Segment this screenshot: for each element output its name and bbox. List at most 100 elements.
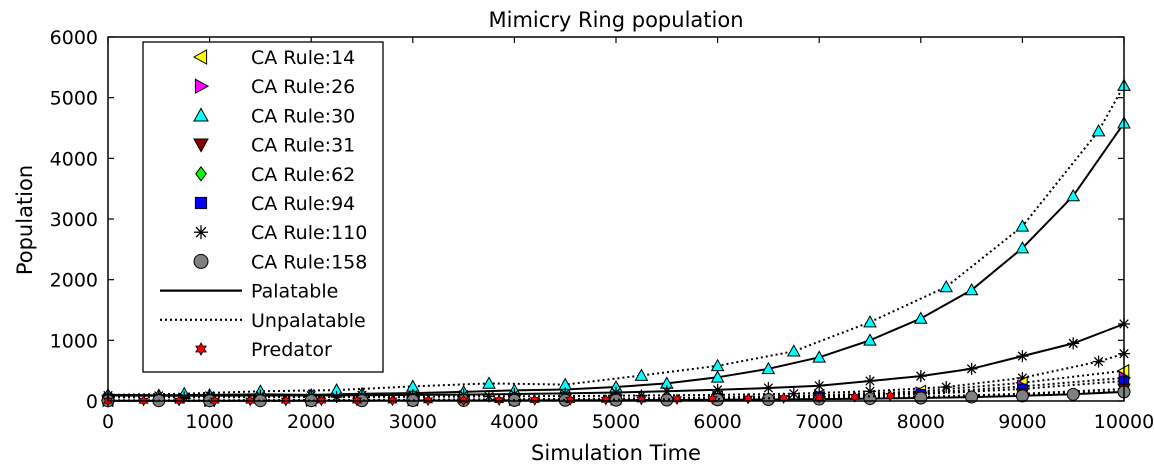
x-tick-label: 0	[102, 411, 114, 433]
marker-asterisk	[787, 387, 800, 400]
marker-triangle-up	[964, 282, 979, 296]
legend: CA Rule:14 CA Rule:26 CA Rule:30 CA Rule:31…	[142, 41, 384, 373]
legend-label: CA Rule:62	[251, 164, 355, 186]
legend-entry: CA Rule:14	[192, 47, 355, 69]
marker-triangle-up	[812, 350, 827, 363]
marker-triangle-up	[710, 370, 725, 383]
marker-circle	[965, 390, 979, 404]
y-tick-label: 3000	[50, 209, 98, 231]
marker-triangle-up	[1066, 188, 1081, 202]
marker-asterisk-stroke	[814, 381, 824, 391]
marker-triangle-up	[1091, 124, 1106, 137]
marker-triangle-up	[913, 311, 928, 324]
x-tick-label: 5000	[592, 411, 640, 433]
x-tick-label: 8000	[897, 411, 945, 433]
marker-hexagram	[565, 394, 576, 406]
x-tick-label: 9000	[998, 411, 1046, 433]
marker-circle	[1015, 389, 1029, 403]
marker-hexagram	[636, 393, 647, 406]
marker-hexagram	[778, 392, 789, 404]
legend-entry: CA Rule:158	[193, 251, 367, 273]
marker-asterisk	[864, 374, 876, 387]
x-tick-label: 1000	[185, 411, 233, 433]
legend-label: CA Rule:31	[251, 135, 355, 157]
legend-entry: CA Rule:62	[195, 164, 355, 186]
series	[102, 389, 896, 407]
x-axis-title: Simulation Time	[531, 441, 701, 465]
marker-circle	[193, 253, 209, 269]
marker-square	[194, 196, 208, 210]
y-axis: 0 1000 2000 3000 4000 5000 6000	[50, 27, 1124, 413]
marker-asterisk	[1092, 355, 1105, 368]
y-tick-label: 6000	[50, 27, 98, 49]
legend-label: Predator	[251, 339, 332, 361]
x-tick-label: 7000	[795, 411, 843, 433]
marker-triangle-up	[482, 376, 496, 389]
marker-asterisk	[194, 225, 208, 240]
y-tick-label: 5000	[50, 88, 98, 110]
marker-circle	[660, 393, 674, 407]
y-tick-label: 4000	[50, 148, 98, 170]
marker-asterisk-stroke	[966, 364, 977, 374]
x-tick-label: 3000	[389, 411, 437, 433]
marker-triangle-left	[192, 49, 208, 65]
x-tick-label: 6000	[693, 411, 741, 433]
legend-label: CA Rule:26	[251, 76, 355, 98]
marker-circle	[1066, 387, 1080, 401]
legend-entry: Unpalatable	[160, 310, 366, 332]
marker-circle	[609, 393, 623, 407]
marker-asterisk	[940, 381, 953, 394]
legend-label: CA Rule:30	[251, 105, 355, 127]
legend-entry: Predator	[195, 339, 332, 361]
y-tick-label: 1000	[50, 330, 98, 352]
marker-triangle-up	[863, 315, 877, 328]
marker-hexagram	[600, 393, 611, 406]
marker-asterisk-stroke	[763, 383, 774, 393]
marker-triangle-right	[194, 78, 210, 95]
legend-entry: CA Rule:94	[194, 193, 355, 215]
marker-asterisk-stroke	[865, 376, 875, 386]
marker-triangle-up	[761, 361, 776, 375]
x-tick-label: 10000	[1094, 411, 1154, 433]
chart-title: Mimicry Ring population	[488, 8, 743, 32]
marker-asterisk-stroke	[789, 389, 799, 399]
marker-triangle-up	[786, 344, 801, 357]
x-tick-label: 4000	[490, 411, 538, 433]
marker-circle	[863, 392, 877, 406]
marker-asterisk	[1016, 350, 1029, 363]
legend-label: CA Rule:94	[251, 193, 355, 215]
marker-triangle-up	[939, 279, 954, 293]
marker-asterisk	[813, 379, 826, 392]
plot-frame	[107, 36, 1125, 402]
marker-triangle-up	[1015, 241, 1030, 254]
marker-hexagram	[195, 342, 207, 356]
x-tick-label: 2000	[287, 411, 335, 433]
marker-hexagram	[529, 394, 540, 406]
legend-label: Unpalatable	[251, 310, 366, 332]
legend-entry: CA Rule:26	[194, 76, 355, 98]
marker-asterisk-stroke	[1017, 351, 1028, 361]
marker-triangle-up	[863, 333, 877, 346]
marker-asterisk	[965, 362, 978, 375]
legend-box	[142, 41, 384, 373]
marker-hexagram	[742, 392, 754, 405]
marker-asterisk-stroke	[1068, 338, 1078, 349]
marker-asterisk-stroke	[916, 371, 926, 381]
marker-asterisk-stroke	[1093, 356, 1104, 367]
legend-entry: Palatable	[160, 281, 338, 303]
marker-hexagram	[494, 394, 505, 407]
marker-hexagram	[849, 390, 860, 403]
series-line	[107, 380, 1125, 402]
marker-asterisk	[762, 381, 775, 394]
legend-label: CA Rule:14	[251, 47, 355, 69]
legend-entry: CA Rule:110	[194, 222, 367, 244]
series-line	[108, 369, 1125, 402]
marker-asterisk-stroke	[195, 226, 207, 238]
marker-triangle-up	[193, 107, 209, 122]
marker-asterisk	[1067, 337, 1080, 350]
marker-diamond	[195, 165, 207, 182]
legend-entry: CA Rule:31	[193, 135, 355, 157]
marker-triangle-up	[710, 358, 725, 372]
marker-triangle-up	[634, 368, 649, 381]
